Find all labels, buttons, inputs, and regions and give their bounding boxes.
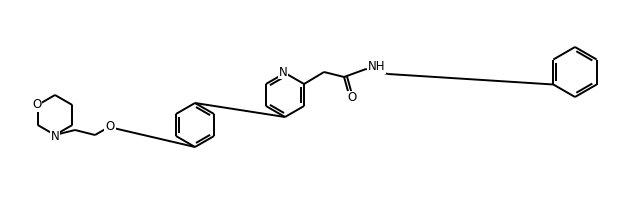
Text: NH: NH [368, 60, 385, 74]
Text: N: N [279, 66, 287, 78]
Text: O: O [32, 99, 41, 112]
Text: O: O [106, 120, 114, 134]
Text: O: O [347, 92, 357, 105]
Text: N: N [51, 130, 59, 142]
